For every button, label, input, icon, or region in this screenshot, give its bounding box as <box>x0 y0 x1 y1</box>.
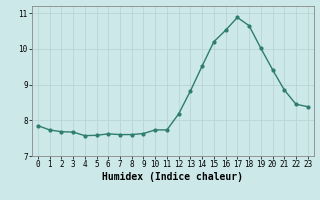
X-axis label: Humidex (Indice chaleur): Humidex (Indice chaleur) <box>102 172 243 182</box>
